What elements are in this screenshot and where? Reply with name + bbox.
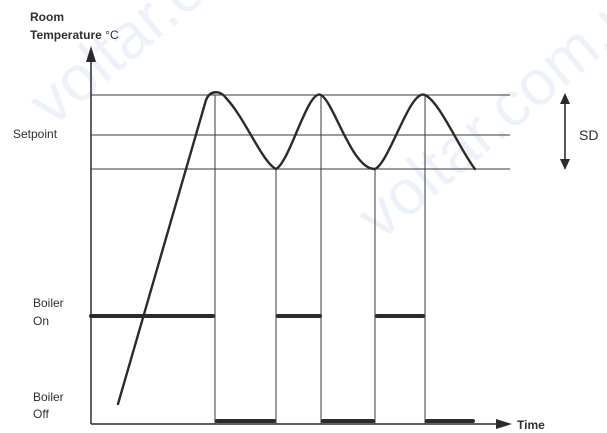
boiler-off-label-line2: Off [33, 407, 49, 421]
labels: Room Temperature °C Setpoint Boiler On B… [13, 10, 545, 432]
boiler-on-label-line2: On [33, 314, 49, 328]
x-axis-arrow [496, 419, 512, 429]
boiler-off-label-line1: Boiler [33, 390, 64, 404]
reference-lines [91, 94, 510, 170]
y-axis-title-line1: Room [30, 10, 64, 24]
sd-label: SD [579, 127, 598, 143]
axes-group [86, 46, 512, 429]
x-axis-title: Time [517, 418, 545, 432]
sd-arrow-down [560, 159, 570, 170]
y-axis-title-line2: Temperature °C [30, 28, 119, 42]
y-axis-title-unit: °C [102, 28, 119, 42]
sd-range-indicator: SD [560, 93, 598, 170]
y-axis-arrow [86, 46, 96, 62]
temperature-curve [116, 91, 477, 406]
sd-arrow-up [560, 93, 570, 104]
watermark-text-2: voltar.com.ua [343, 0, 607, 253]
y-axis-title-main: Temperature [30, 28, 102, 42]
boiler-state-bars [89, 314, 475, 423]
boiler-on-label-line1: Boiler [33, 296, 64, 310]
setpoint-label: Setpoint [13, 127, 58, 141]
switching-lines [214, 95, 426, 424]
